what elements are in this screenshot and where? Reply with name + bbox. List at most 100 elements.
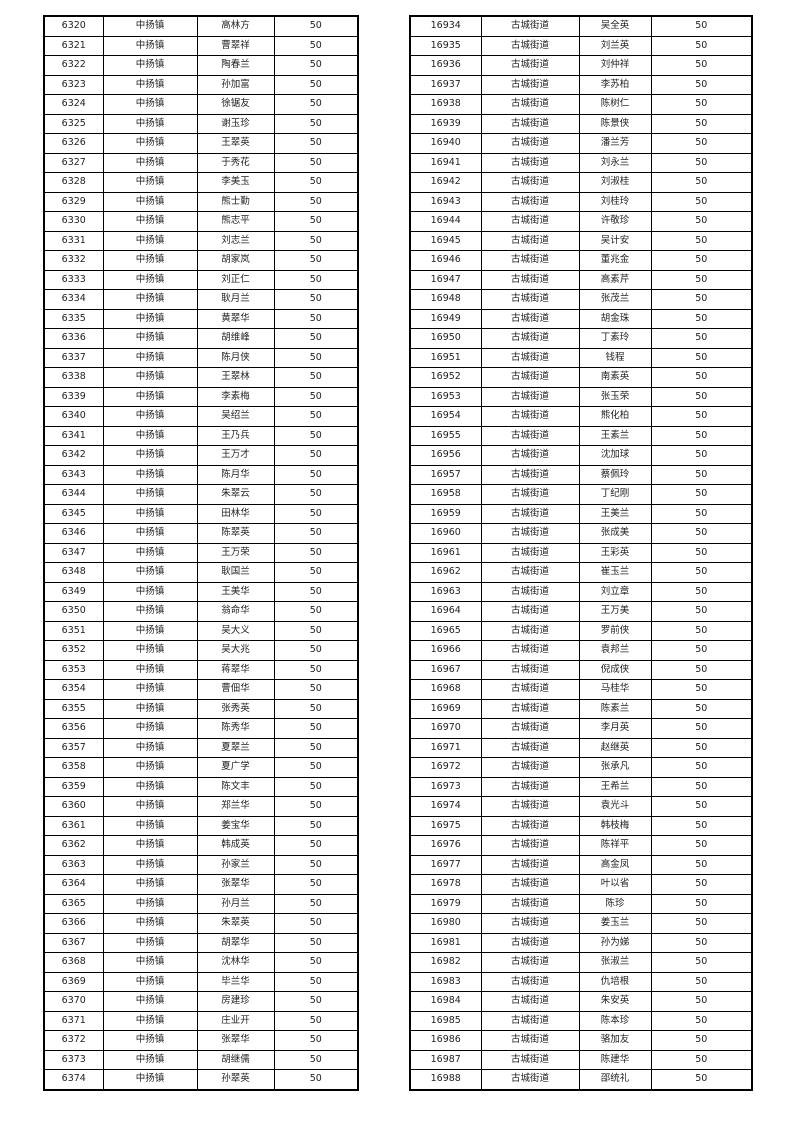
name-cell: 高金凤 [578, 854, 652, 875]
id-cell: 16960 [409, 523, 482, 544]
table-row: 6327 中扬镇 于秀花 50 [43, 152, 359, 173]
id-cell: 16936 [409, 55, 482, 76]
table-row: 6359 中扬镇 陈文丰 50 [43, 776, 359, 797]
name-cell: 徐锯友 [196, 94, 275, 115]
table-row: 16957 古城街道 蔡佩玲 50 [409, 464, 753, 485]
id-cell: 6321 [43, 35, 104, 56]
town-cell: 古城街道 [480, 523, 580, 544]
id-cell: 16935 [409, 35, 482, 56]
name-cell: 王翠林 [196, 367, 275, 388]
name-cell: 胡继儒 [196, 1049, 275, 1070]
name-cell: 翁命华 [196, 601, 275, 622]
table-row: 16988 古城街道 邵统礼 50 [409, 1069, 753, 1090]
id-cell: 16972 [409, 757, 482, 778]
id-cell: 6337 [43, 347, 104, 368]
town-cell: 古城街道 [480, 698, 580, 719]
name-cell: 胡金珠 [578, 308, 652, 329]
town-cell: 中扬镇 [102, 269, 198, 290]
town-cell: 古城街道 [480, 347, 580, 368]
table-row: 16974 古城街道 袁光斗 50 [409, 796, 753, 817]
town-cell: 中扬镇 [102, 776, 198, 797]
id-cell: 16938 [409, 94, 482, 115]
town-cell: 古城街道 [480, 913, 580, 934]
town-cell: 中扬镇 [102, 503, 198, 524]
table-row: 6333 中扬镇 刘正仁 50 [43, 269, 359, 290]
id-cell: 16979 [409, 893, 482, 914]
table-row: 16972 古城街道 张承凡 50 [409, 757, 753, 778]
amount-cell: 50 [650, 796, 753, 817]
name-cell: 孙家兰 [196, 854, 275, 875]
table-row: 16981 古城街道 孙为娣 50 [409, 932, 753, 953]
town-cell: 古城街道 [480, 289, 580, 310]
town-cell: 中扬镇 [102, 74, 198, 95]
amount-cell: 50 [650, 679, 753, 700]
table-row: 16950 古城街道 丁素玲 50 [409, 328, 753, 349]
town-cell: 中扬镇 [102, 971, 198, 992]
amount-cell: 50 [273, 269, 359, 290]
town-cell: 古城街道 [480, 250, 580, 271]
amount-cell: 50 [650, 172, 753, 193]
name-cell: 刘永兰 [578, 152, 652, 173]
town-cell: 中扬镇 [102, 133, 198, 154]
table-row: 6362 中扬镇 韩成英 50 [43, 835, 359, 856]
amount-cell: 50 [650, 113, 753, 134]
id-cell: 16975 [409, 815, 482, 836]
amount-cell: 50 [273, 250, 359, 271]
name-cell: 姜玉兰 [578, 913, 652, 934]
town-cell: 中扬镇 [102, 640, 198, 661]
id-cell: 6358 [43, 757, 104, 778]
id-cell: 16947 [409, 269, 482, 290]
id-cell: 6353 [43, 659, 104, 680]
table-row: 6332 中扬镇 胡家岚 50 [43, 250, 359, 271]
name-cell: 朱翠云 [196, 484, 275, 505]
amount-cell: 50 [650, 874, 753, 895]
left-table-body: 6320 中扬镇 高林方 50 6321 中扬镇 曹翠祥 50 6322 中扬镇 陶春兰 50 6323… [43, 15, 359, 1090]
town-cell: 中扬镇 [102, 698, 198, 719]
id-cell: 6332 [43, 250, 104, 271]
table-row: 6326 中扬镇 王翠英 50 [43, 133, 359, 154]
id-cell: 16934 [409, 15, 482, 37]
amount-cell: 50 [650, 464, 753, 485]
town-cell: 中扬镇 [102, 94, 198, 115]
table-row: 16975 古城街道 韩枝梅 50 [409, 815, 753, 836]
name-cell: 熊化柏 [578, 406, 652, 427]
name-cell: 谢玉珍 [196, 113, 275, 134]
town-cell: 中扬镇 [102, 55, 198, 76]
table-row: 16963 古城街道 刘立章 50 [409, 581, 753, 602]
town-cell: 中扬镇 [102, 952, 198, 973]
table-row: 6352 中扬镇 吴大兆 50 [43, 640, 359, 661]
id-cell: 6362 [43, 835, 104, 856]
id-cell: 16986 [409, 1030, 482, 1051]
name-cell: 吴大义 [196, 620, 275, 641]
name-cell: 房建珍 [196, 991, 275, 1012]
amount-cell: 50 [273, 640, 359, 661]
table-row: 16955 古城街道 王素兰 50 [409, 425, 753, 446]
name-cell: 叶以省 [578, 874, 652, 895]
table-row: 6336 中扬镇 胡维峰 50 [43, 328, 359, 349]
amount-cell: 50 [273, 406, 359, 427]
id-cell: 6340 [43, 406, 104, 427]
amount-cell: 50 [273, 74, 359, 95]
table-row: 6357 中扬镇 夏翠兰 50 [43, 737, 359, 758]
amount-cell: 50 [273, 835, 359, 856]
name-cell: 吴计安 [578, 230, 652, 251]
id-cell: 6364 [43, 874, 104, 895]
table-row: 6365 中扬镇 孙月兰 50 [43, 893, 359, 914]
table-row: 16986 古城街道 骆加友 50 [409, 1030, 753, 1051]
id-cell: 6350 [43, 601, 104, 622]
amount-cell: 50 [273, 15, 359, 37]
id-cell: 6374 [43, 1069, 104, 1090]
amount-cell: 50 [650, 991, 753, 1012]
table-row: 6334 中扬镇 耿月兰 50 [43, 289, 359, 310]
amount-cell: 50 [650, 406, 753, 427]
right-table-body: 16934 古城街道 吴全英 50 16935 古城街道 刘兰英 50 16936 古城街道 刘仲祥… [409, 15, 753, 1090]
name-cell: 南素英 [578, 367, 652, 388]
town-cell: 古城街道 [480, 55, 580, 76]
table-row: 6328 中扬镇 李美玉 50 [43, 172, 359, 193]
town-cell: 中扬镇 [102, 347, 198, 368]
name-cell: 田林华 [196, 503, 275, 524]
amount-cell: 50 [650, 367, 753, 388]
name-cell: 吴绍兰 [196, 406, 275, 427]
amount-cell: 50 [650, 55, 753, 76]
table-row: 16946 古城街道 董兆金 50 [409, 250, 753, 271]
